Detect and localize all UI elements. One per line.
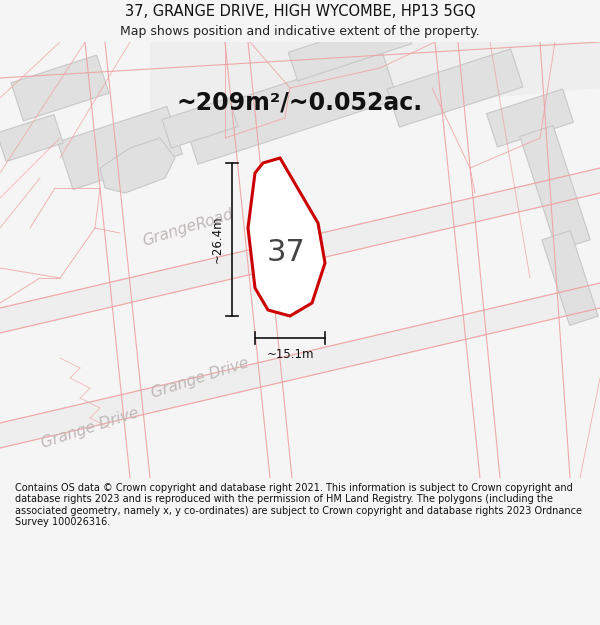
Text: ~15.1m: ~15.1m <box>266 348 314 361</box>
Text: Road: Road <box>194 207 236 233</box>
Polygon shape <box>11 55 109 121</box>
Text: 37, GRANGE DRIVE, HIGH WYCOMBE, HP13 5GQ: 37, GRANGE DRIVE, HIGH WYCOMBE, HP13 5GQ <box>125 4 475 19</box>
Polygon shape <box>100 138 175 193</box>
Polygon shape <box>289 15 412 81</box>
Polygon shape <box>150 42 600 128</box>
Polygon shape <box>520 126 590 251</box>
Polygon shape <box>0 114 63 161</box>
Text: ~26.4m: ~26.4m <box>211 216 224 263</box>
Polygon shape <box>0 168 600 333</box>
Polygon shape <box>0 283 600 448</box>
Text: Grange: Grange <box>141 217 199 249</box>
Polygon shape <box>58 106 182 189</box>
Polygon shape <box>542 231 598 326</box>
Text: Contains OS data © Crown copyright and database right 2021. This information is : Contains OS data © Crown copyright and d… <box>15 482 582 528</box>
Polygon shape <box>248 158 325 316</box>
Polygon shape <box>487 89 574 147</box>
Text: Grange Drive: Grange Drive <box>149 355 251 401</box>
Polygon shape <box>387 49 523 127</box>
Text: Map shows position and indicative extent of the property.: Map shows position and indicative extent… <box>120 25 480 38</box>
Text: ~209m²/~0.052ac.: ~209m²/~0.052ac. <box>177 91 423 115</box>
Polygon shape <box>162 98 238 148</box>
Polygon shape <box>182 52 398 164</box>
Text: 37: 37 <box>267 238 306 267</box>
Text: Grange Drive: Grange Drive <box>40 405 140 451</box>
